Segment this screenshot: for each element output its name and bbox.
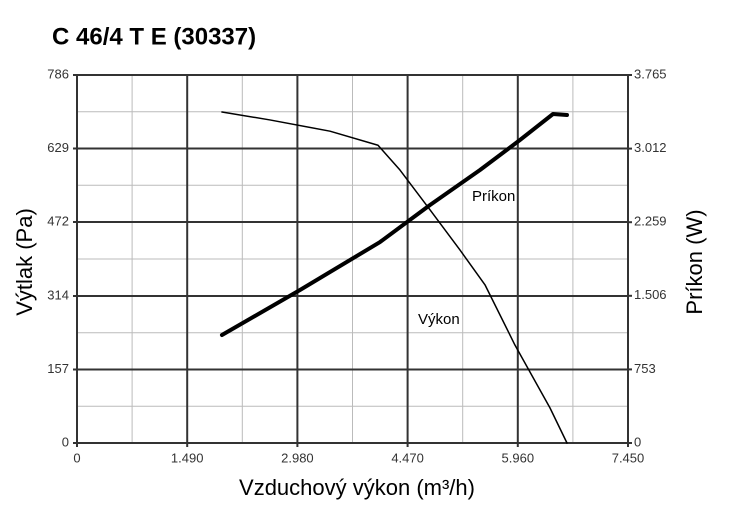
- y2-tick-label: 0: [634, 434, 641, 449]
- x-tick-label: 2.980: [281, 450, 314, 465]
- x-tick-label: 7.450: [612, 450, 645, 465]
- y-tick-label: 314: [47, 287, 69, 302]
- line-series: [221, 111, 568, 444]
- x-tick-label: 5.960: [502, 450, 535, 465]
- y-axis-title: Výtlak (Pa): [12, 208, 37, 316]
- y-tick-label: 157: [47, 361, 69, 376]
- y-tick-label: 629: [47, 140, 69, 155]
- x-tick-label: 1.490: [171, 450, 204, 465]
- y2-tick-label: 753: [634, 361, 656, 376]
- line-series: [219, 111, 569, 337]
- series-label: Výkon: [418, 311, 460, 328]
- y-tick-label: 0: [62, 434, 69, 449]
- y-tick-label: 472: [47, 213, 69, 228]
- series-label: Príkon: [472, 188, 515, 205]
- y2-tick-label: 1.506: [634, 287, 667, 302]
- x-tick-label: 4.470: [391, 450, 424, 465]
- x-axis-title: Vzduchový výkon (m³/h): [239, 475, 475, 500]
- chart-title: C 46/4 T E (30337): [52, 23, 256, 50]
- y2-tick-label: 3.765: [634, 66, 667, 81]
- y2-axis-title: Príkon (W): [682, 209, 707, 314]
- y2-tick-label: 3.012: [634, 140, 667, 155]
- x-tick-label: 0: [73, 450, 80, 465]
- y2-tick-label: 2.259: [634, 214, 667, 229]
- y-tick-label: 786: [47, 66, 69, 81]
